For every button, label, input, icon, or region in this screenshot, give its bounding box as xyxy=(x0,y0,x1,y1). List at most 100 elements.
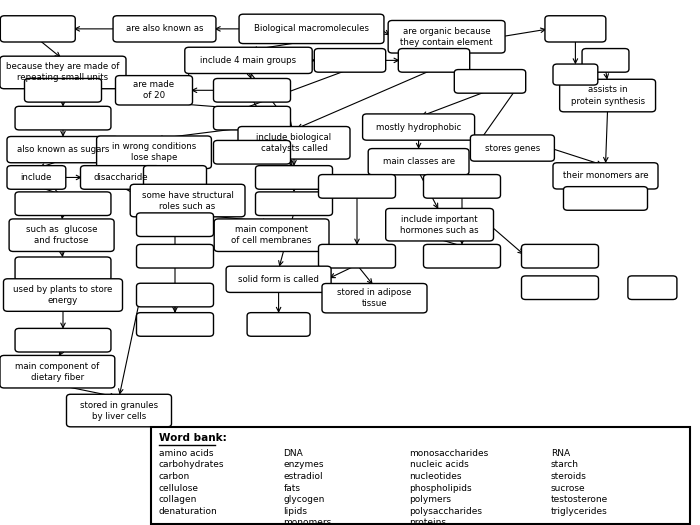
FancyBboxPatch shape xyxy=(0,56,126,89)
Text: DNA: DNA xyxy=(284,449,303,458)
Text: cellulose: cellulose xyxy=(159,484,199,492)
Text: are organic because
they contain element: are organic because they contain element xyxy=(400,27,493,47)
FancyBboxPatch shape xyxy=(136,313,214,337)
Text: include important
hormones such as: include important hormones such as xyxy=(400,215,479,235)
FancyBboxPatch shape xyxy=(136,213,214,236)
FancyBboxPatch shape xyxy=(113,16,216,42)
Text: stored in granules
by liver cells: stored in granules by liver cells xyxy=(80,401,158,421)
Text: in wrong conditions
lose shape: in wrong conditions lose shape xyxy=(112,142,196,162)
Text: include 4 main groups: include 4 main groups xyxy=(200,56,297,65)
Text: RNA: RNA xyxy=(551,449,570,458)
Text: main component of
dietary fiber: main component of dietary fiber xyxy=(15,362,99,382)
FancyBboxPatch shape xyxy=(247,313,310,337)
FancyBboxPatch shape xyxy=(15,329,111,352)
FancyBboxPatch shape xyxy=(318,174,395,198)
FancyBboxPatch shape xyxy=(15,106,111,130)
Text: collagen: collagen xyxy=(159,495,197,504)
Text: Word bank:: Word bank: xyxy=(159,433,227,443)
Text: polymers: polymers xyxy=(410,495,452,504)
Text: monosaccharides: monosaccharides xyxy=(410,449,489,458)
FancyBboxPatch shape xyxy=(553,64,598,85)
Text: include: include xyxy=(21,173,52,182)
Text: stores genes: stores genes xyxy=(485,143,540,153)
FancyBboxPatch shape xyxy=(214,219,329,251)
Text: main classes are: main classes are xyxy=(382,157,455,166)
Text: some have structural
roles such as: some have structural roles such as xyxy=(141,191,234,211)
Text: used by plants to store
energy: used by plants to store energy xyxy=(13,285,113,305)
Text: also known as sugars: also known as sugars xyxy=(17,145,109,154)
Text: Biological macromolecules: Biological macromolecules xyxy=(254,24,369,34)
Text: are made
of 20: are made of 20 xyxy=(134,80,174,100)
FancyBboxPatch shape xyxy=(582,48,629,72)
FancyBboxPatch shape xyxy=(560,79,655,112)
FancyBboxPatch shape xyxy=(256,165,332,189)
Text: starch: starch xyxy=(551,460,579,469)
Text: lipids: lipids xyxy=(284,507,307,516)
Text: enzymes: enzymes xyxy=(284,460,324,469)
FancyBboxPatch shape xyxy=(628,276,677,299)
FancyBboxPatch shape xyxy=(424,245,500,268)
Text: assists in
protein synthesis: assists in protein synthesis xyxy=(570,86,645,106)
FancyBboxPatch shape xyxy=(398,48,470,72)
FancyBboxPatch shape xyxy=(238,127,350,159)
FancyBboxPatch shape xyxy=(239,14,384,44)
FancyBboxPatch shape xyxy=(545,16,606,42)
Text: amino acids: amino acids xyxy=(159,449,214,458)
FancyBboxPatch shape xyxy=(4,279,122,311)
FancyBboxPatch shape xyxy=(318,245,395,268)
FancyBboxPatch shape xyxy=(226,266,331,292)
FancyBboxPatch shape xyxy=(470,135,554,161)
FancyBboxPatch shape xyxy=(363,114,475,140)
FancyBboxPatch shape xyxy=(7,165,66,189)
Text: such as  glucose
and fructose: such as glucose and fructose xyxy=(26,225,97,245)
FancyBboxPatch shape xyxy=(564,186,648,210)
FancyBboxPatch shape xyxy=(116,76,192,105)
Text: because they are made of
repeating small units: because they are made of repeating small… xyxy=(6,62,120,82)
FancyBboxPatch shape xyxy=(214,106,290,130)
FancyBboxPatch shape xyxy=(9,219,114,251)
Text: carbohydrates: carbohydrates xyxy=(159,460,225,469)
Text: nucleotides: nucleotides xyxy=(410,472,462,481)
FancyBboxPatch shape xyxy=(80,165,160,189)
FancyBboxPatch shape xyxy=(388,20,505,53)
FancyBboxPatch shape xyxy=(522,276,598,299)
Text: solid form is called: solid form is called xyxy=(238,275,319,284)
FancyBboxPatch shape xyxy=(0,16,76,42)
Text: main component
of cell membranes: main component of cell membranes xyxy=(231,225,312,245)
Text: triglycerides: triglycerides xyxy=(551,507,608,516)
FancyBboxPatch shape xyxy=(7,136,119,163)
Text: monomers: monomers xyxy=(284,518,332,525)
Text: steroids: steroids xyxy=(551,472,587,481)
Text: nucleic acids: nucleic acids xyxy=(410,460,468,469)
FancyBboxPatch shape xyxy=(66,394,172,427)
Bar xyxy=(150,427,690,524)
Text: carbon: carbon xyxy=(159,472,190,481)
FancyBboxPatch shape xyxy=(15,257,111,280)
Text: stored in adipose
tissue: stored in adipose tissue xyxy=(337,288,412,308)
FancyBboxPatch shape xyxy=(322,284,427,313)
Text: mostly hydrophobic: mostly hydrophobic xyxy=(376,122,461,132)
FancyBboxPatch shape xyxy=(0,355,115,388)
Text: estradiol: estradiol xyxy=(284,472,323,481)
Text: denaturation: denaturation xyxy=(159,507,218,516)
FancyBboxPatch shape xyxy=(25,78,101,102)
FancyBboxPatch shape xyxy=(314,48,386,72)
FancyBboxPatch shape xyxy=(136,245,214,268)
Text: sucrose: sucrose xyxy=(551,484,585,492)
FancyBboxPatch shape xyxy=(185,47,312,74)
FancyBboxPatch shape xyxy=(15,192,111,215)
FancyBboxPatch shape xyxy=(522,245,598,268)
Text: phospholipids: phospholipids xyxy=(410,484,472,492)
FancyBboxPatch shape xyxy=(97,136,211,169)
Text: fats: fats xyxy=(284,484,300,492)
Text: are also known as: are also known as xyxy=(126,24,203,34)
FancyBboxPatch shape xyxy=(214,140,290,164)
Text: glycogen: glycogen xyxy=(284,495,325,504)
FancyBboxPatch shape xyxy=(553,163,658,189)
Text: polysaccharides: polysaccharides xyxy=(410,507,482,516)
Text: proteins: proteins xyxy=(410,518,447,525)
FancyBboxPatch shape xyxy=(136,284,214,307)
FancyBboxPatch shape xyxy=(214,78,290,102)
Text: testosterone: testosterone xyxy=(551,495,608,504)
Text: include biological
catalysts called: include biological catalysts called xyxy=(256,133,332,153)
